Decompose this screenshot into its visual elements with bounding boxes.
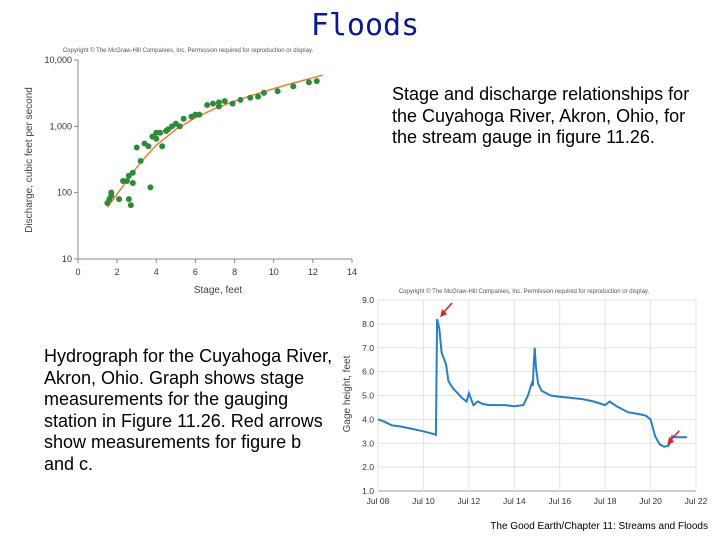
y-tick-label: 1,000 [49,121,72,131]
scatter-points [104,78,320,209]
data-point [260,89,267,96]
x-tick-label: 0 [75,267,80,277]
chart2-x-ticks: Jul 08 Jul 10 Jul 12 Jul 14 Jul 16 Jul 18 Jul … [367,496,708,506]
data-point [127,202,134,209]
data-point [313,78,320,85]
data-point [247,94,254,101]
chart1-x-ticks: 0 2 4 6 8 10 12 14 [75,259,357,277]
x-tick-label: Jul 12 [458,496,481,506]
data-point [159,143,166,150]
x-tick-label: 12 [308,267,318,277]
y-tick-label: 6.0 [362,367,374,377]
y-tick-label: 9.0 [362,295,374,305]
chart1-copyright: Copyright © The McGraw-Hill Companies, I… [63,47,314,54]
chart2-ylabel: Gage height, feet [342,355,353,432]
y-tick-label: 2.0 [362,462,374,472]
data-point [210,100,217,107]
data-point [145,143,152,150]
x-tick-label: Jul 20 [639,496,662,506]
y-tick-label: 7.0 [362,343,374,353]
x-tick-label: 6 [193,267,198,277]
x-tick-label: Jul 22 [685,496,708,506]
data-point [176,123,183,130]
x-tick-label: Jul 10 [412,496,435,506]
data-point [116,196,123,203]
data-point [290,83,297,90]
y-tick-label: 4.0 [362,414,374,424]
x-tick-label: Jul 18 [594,496,617,506]
y-tick-label: 5.0 [362,391,374,401]
chart2-gridlines [377,299,697,492]
data-point [305,79,312,86]
chart1-xlabel: Stage, feet [194,285,243,296]
x-tick-label: 14 [347,267,357,277]
red-arrows [440,302,680,445]
x-tick-label: Jul 16 [548,496,571,506]
data-point [221,98,228,105]
data-point [153,135,160,142]
hydrograph-chart: Copyright © The McGraw-Hill Companies, I… [342,288,708,506]
chart1-y-ticks: 10 100 1,000 10,000 [44,55,78,264]
slide-title: Floods [310,8,420,43]
x-tick-label: 10 [269,267,279,277]
data-point [229,100,236,107]
data-point [129,179,136,186]
data-point [215,103,222,110]
y-tick-label: 10,000 [44,55,72,65]
x-tick-label: 4 [154,267,159,277]
data-point [180,115,187,122]
data-point [123,177,130,184]
y-tick-label: 1.0 [362,486,374,496]
y-tick-label: 10 [62,254,72,264]
data-point [129,169,136,176]
red-arrow-head [667,436,675,445]
caption-hydrograph: Hydrograph for the Cuyahoga River, Akron… [44,346,333,474]
hydrograph-line [377,318,687,448]
x-tick-label: Jul 08 [367,496,390,506]
chart1-ylabel: Discharge, cubic feet per second [24,87,35,233]
data-point [125,196,132,203]
data-point [255,93,262,100]
data-point [137,158,144,165]
data-point [147,184,154,191]
y-tick-label: 8.0 [362,319,374,329]
red-arrow-head [440,309,448,318]
data-point [196,111,203,118]
chart2-copyright: Copyright © The McGraw-Hill Companies, I… [399,288,650,295]
chart2-y-ticks: 1.0 2.0 3.0 4.0 5.0 6.0 7.0 8.0 9.0 [362,295,374,496]
data-point [204,101,211,108]
x-tick-label: 8 [232,267,237,277]
data-point [274,88,281,95]
data-point [157,129,164,136]
footer-text: The Good Earth/Chapter 11: Streams and F… [490,521,708,532]
fit-curve [106,74,323,208]
x-tick-label: 2 [115,267,120,277]
data-point [133,144,140,151]
caption-stage-discharge: Stage and discharge relationships for th… [392,84,690,147]
y-tick-label: 3.0 [362,438,374,448]
y-tick-label: 100 [57,188,72,198]
x-tick-label: Jul 14 [503,496,526,506]
data-point [108,189,115,196]
data-point [237,96,244,103]
stage-discharge-chart: Copyright © The McGraw-Hill Companies, I… [24,47,357,296]
